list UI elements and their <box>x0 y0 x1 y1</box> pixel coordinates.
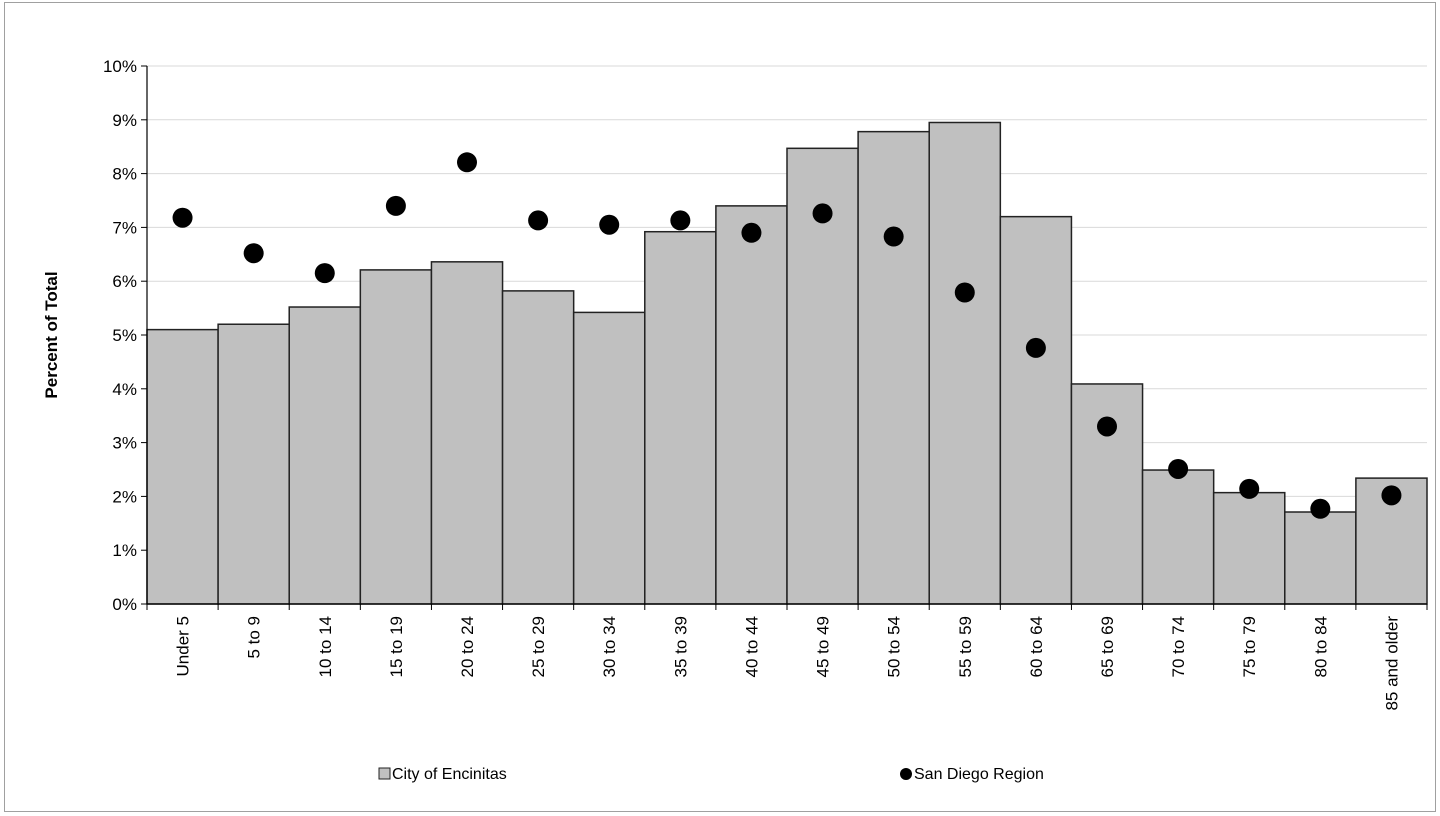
legend-label: San Diego Region <box>914 766 1044 783</box>
x-tick-label: 40 to 44 <box>742 616 761 677</box>
y-axis-title: Percent of Total <box>42 271 61 398</box>
x-tick-label: Under 5 <box>174 616 193 676</box>
bar <box>288 306 362 605</box>
x-tick-label: 5 to 9 <box>245 616 264 659</box>
bar <box>1141 469 1215 605</box>
x-tick-label: 75 to 79 <box>1240 616 1259 677</box>
y-tick-label: 9% <box>112 111 137 130</box>
dot <box>314 263 335 284</box>
bar <box>715 205 788 605</box>
bar <box>786 147 859 605</box>
x-tick-label: 25 to 29 <box>529 616 548 677</box>
bar <box>572 311 646 605</box>
bar <box>999 215 1073 605</box>
y-tick-label: 4% <box>112 380 137 399</box>
dots-san-diego-region <box>172 152 1402 519</box>
dot <box>457 152 477 173</box>
dot <box>243 243 264 264</box>
x-tick-label: 65 to 69 <box>1098 616 1117 677</box>
x-tick-label: 50 to 54 <box>885 616 904 677</box>
bar <box>146 328 219 605</box>
dot <box>670 210 691 231</box>
bar <box>644 230 717 605</box>
y-tick-label: 3% <box>112 434 137 453</box>
x-tick-label: 85 and older <box>1382 616 1401 711</box>
y-tick-label: 0% <box>112 595 137 614</box>
bar <box>857 130 930 605</box>
dot <box>1310 498 1331 519</box>
y-tick-label: 6% <box>112 272 137 291</box>
x-tick-label: 60 to 64 <box>1027 616 1046 677</box>
dot <box>812 203 833 224</box>
dot <box>1097 416 1117 437</box>
legend-swatch-bar <box>378 767 391 780</box>
dot <box>172 207 193 228</box>
y-tick-label: 1% <box>112 541 137 560</box>
y-tick-label: 5% <box>112 326 137 345</box>
bar <box>1284 511 1357 605</box>
y-tick-label: 2% <box>112 487 137 506</box>
x-tick-label: 70 to 74 <box>1169 616 1188 677</box>
y-tick-label: 10% <box>103 57 137 76</box>
bar <box>928 121 1002 605</box>
dot <box>528 210 549 231</box>
bar <box>1212 491 1286 605</box>
dot <box>1168 458 1189 479</box>
x-tick-labels: Under 5 5 to 9 10 to 14 15 to 19 20 to 24 25 … <box>174 616 1402 711</box>
bar <box>359 269 433 605</box>
bar <box>501 290 575 605</box>
dot <box>599 214 620 235</box>
dot <box>385 195 406 216</box>
bar <box>217 323 290 605</box>
x-tick-label: 30 to 34 <box>600 616 619 677</box>
legend: City of Encinitas San Diego Region <box>378 766 1044 783</box>
dot <box>1025 337 1046 358</box>
y-tick-labels: 0% 1% 2% 3% 4% 5% 6% 7% 8% 9% 10% <box>103 57 137 614</box>
y-tick-label: 8% <box>112 165 137 184</box>
axes <box>141 65 1428 610</box>
x-tick-label: 15 to 19 <box>387 616 406 677</box>
x-tick-label: 35 to 39 <box>671 616 690 677</box>
dot <box>883 226 904 247</box>
x-tick-label: 80 to 84 <box>1311 616 1330 677</box>
bar <box>430 261 504 605</box>
legend-swatch-dot <box>900 768 912 780</box>
y-tick-label: 7% <box>112 218 137 237</box>
x-tick-label: 20 to 24 <box>458 616 477 677</box>
legend-label: City of Encinitas <box>392 766 507 783</box>
x-tick-label: 10 to 14 <box>316 616 335 677</box>
dot <box>1381 485 1402 506</box>
x-tick-label: 45 to 49 <box>814 616 833 677</box>
x-tick-label: 55 to 59 <box>956 616 975 677</box>
bars-city-of-encinitas <box>146 121 1428 605</box>
dot <box>1239 478 1260 499</box>
dot <box>741 222 762 243</box>
dot <box>954 282 975 303</box>
